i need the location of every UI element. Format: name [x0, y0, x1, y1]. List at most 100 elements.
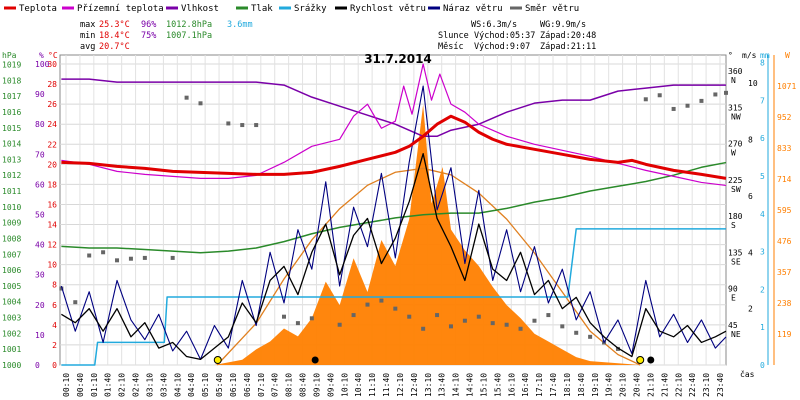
legend-label-temperature: Teplota	[19, 4, 57, 14]
stats-sunset: Západ:20:48	[540, 31, 596, 41]
stats-min-label: min	[80, 31, 95, 41]
astro-markers	[213, 356, 655, 364]
x-tick-label: 21:40	[660, 373, 669, 397]
legend-label-ground-temperature: Přízemní teplota	[77, 4, 164, 14]
wind-direction-point	[309, 316, 314, 321]
stats-moon-label: Měsíc	[438, 42, 464, 52]
x-tick-label: 07:40	[271, 373, 280, 397]
stats-wind-gust: WG:9.9m/s	[540, 20, 586, 30]
temperature-line	[61, 114, 727, 180]
x-tick-label: 10:40	[354, 373, 363, 397]
ms-axis-unit: m/s	[742, 51, 757, 60]
temp-tick-label: 26	[47, 100, 57, 109]
x-tick-label: 08:40	[299, 373, 308, 397]
dir-axis-unit: °	[728, 51, 733, 60]
hpa-tick-label: 1001	[2, 345, 21, 354]
legend-label-wind-speed: Rychlost větru	[350, 4, 426, 14]
wind-direction-point	[546, 313, 551, 318]
wind-direction-point	[393, 306, 398, 311]
dir-tick-compass: NW	[731, 112, 741, 121]
axes: 00:10 00:40 01:10 01:40 02:10 02:40 03:10 03:40…	[2, 51, 796, 397]
pct-tick-label: 60	[35, 180, 45, 189]
wind-direction-point	[574, 330, 579, 335]
x-tick-label: 18:10	[563, 373, 572, 397]
temp-axis-unit: °C	[48, 51, 58, 60]
temp-tick-label: 0	[52, 361, 57, 370]
wm2-tick-label: 1071	[777, 82, 796, 91]
humidity-line	[61, 78, 726, 138]
x-tick-label: 16:10	[507, 373, 516, 397]
wind-direction-point	[713, 92, 718, 97]
wind-direction-point	[699, 98, 704, 103]
temp-tick-label: 24	[47, 120, 57, 129]
wind-direction-point	[504, 322, 509, 327]
stats-max-rain: 3.6mm	[227, 20, 253, 30]
pct-tick-label: 20	[35, 301, 45, 310]
temp-tick-label: 6	[52, 301, 57, 310]
wm2-tick-label: 952	[777, 113, 792, 122]
wind-direction-point	[724, 90, 728, 95]
dir-tick-label: 225	[728, 176, 743, 185]
pct-tick-label: 30	[35, 271, 45, 280]
x-tick-label: 10:10	[340, 373, 349, 397]
mm-tick-label: 4	[760, 210, 765, 219]
stats-block: max 25.3°C 96% 1012.8hPa 3.6mm min 18.4°…	[80, 20, 596, 52]
dir-tick-label: 180	[728, 212, 743, 221]
x-tick-label: 19:40	[605, 373, 614, 397]
x-axis-label: čas	[740, 369, 755, 379]
temp-tick-label: 14	[47, 221, 57, 230]
pct-tick-label: 50	[35, 211, 45, 220]
stats-max-pressure: 1012.8hPa	[166, 20, 212, 30]
wind-direction-point	[254, 123, 259, 128]
moonset-marker	[647, 356, 655, 364]
mm-axis-unit: mm	[760, 51, 770, 60]
wind-direction-point	[448, 324, 453, 329]
hpa-tick-label: 1007	[2, 250, 21, 259]
stats-sun-label: Slunce	[438, 31, 469, 41]
wind-direction-point	[407, 314, 412, 319]
wind-gust-line	[60, 85, 727, 360]
x-tick-label: 11:10	[368, 373, 377, 397]
wind-direction-point	[226, 121, 231, 126]
hpa-tick-label: 1018	[2, 76, 21, 85]
x-tick-label: 03:10	[145, 373, 154, 397]
mm-tick-label: 3	[760, 248, 765, 257]
precipitation-line	[61, 228, 726, 366]
wind-direction-point	[281, 314, 286, 319]
x-tick-label: 09:10	[312, 373, 321, 397]
hpa-tick-label: 1005	[2, 282, 21, 291]
temp-tick-label: 18	[47, 180, 57, 189]
wind-direction-point	[87, 253, 92, 258]
wind-direction-point	[128, 256, 133, 261]
wm2-tick-label: 714	[777, 175, 792, 184]
wind-direction-point	[337, 322, 342, 327]
wind-direction-point	[657, 93, 662, 98]
hpa-axis-unit: hPa	[2, 51, 17, 60]
x-tick-label: 14:10	[452, 373, 461, 397]
x-tick-label: 23:10	[702, 373, 711, 397]
wind-direction-point	[560, 324, 565, 329]
ms-tick-label: 2	[748, 305, 753, 314]
dir-tick-label: 90	[728, 285, 738, 294]
x-tick-label: 16:40	[521, 373, 530, 397]
legend-label-precipitation: Srážky	[294, 4, 327, 14]
legend: Teplota Přízemní teplota Vlhkost Tlak Sr…	[4, 4, 579, 14]
hpa-tick-label: 1004	[2, 298, 21, 307]
temp-tick-label: 2	[52, 341, 57, 350]
stats-wind-speed: WS:6.3m/s	[471, 20, 517, 30]
x-tick-label: 18:40	[577, 373, 586, 397]
x-tick-label: 00:10	[62, 373, 71, 397]
temp-tick-label: 8	[52, 281, 57, 290]
solar-radiation-area	[214, 104, 641, 366]
pct-tick-label: 70	[35, 150, 45, 159]
hpa-tick-label: 1003	[2, 314, 21, 323]
hpa-tick-label: 1010	[2, 203, 21, 212]
x-tick-label: 14:40	[466, 373, 475, 397]
mm-tick-label: 7	[760, 96, 765, 105]
x-tick-label: 06:10	[229, 373, 238, 397]
x-tick-label: 17:10	[535, 373, 544, 397]
x-tick-label: 00:40	[76, 373, 85, 397]
stats-max-label: max	[80, 20, 95, 30]
hpa-tick-label: 1014	[2, 140, 21, 149]
